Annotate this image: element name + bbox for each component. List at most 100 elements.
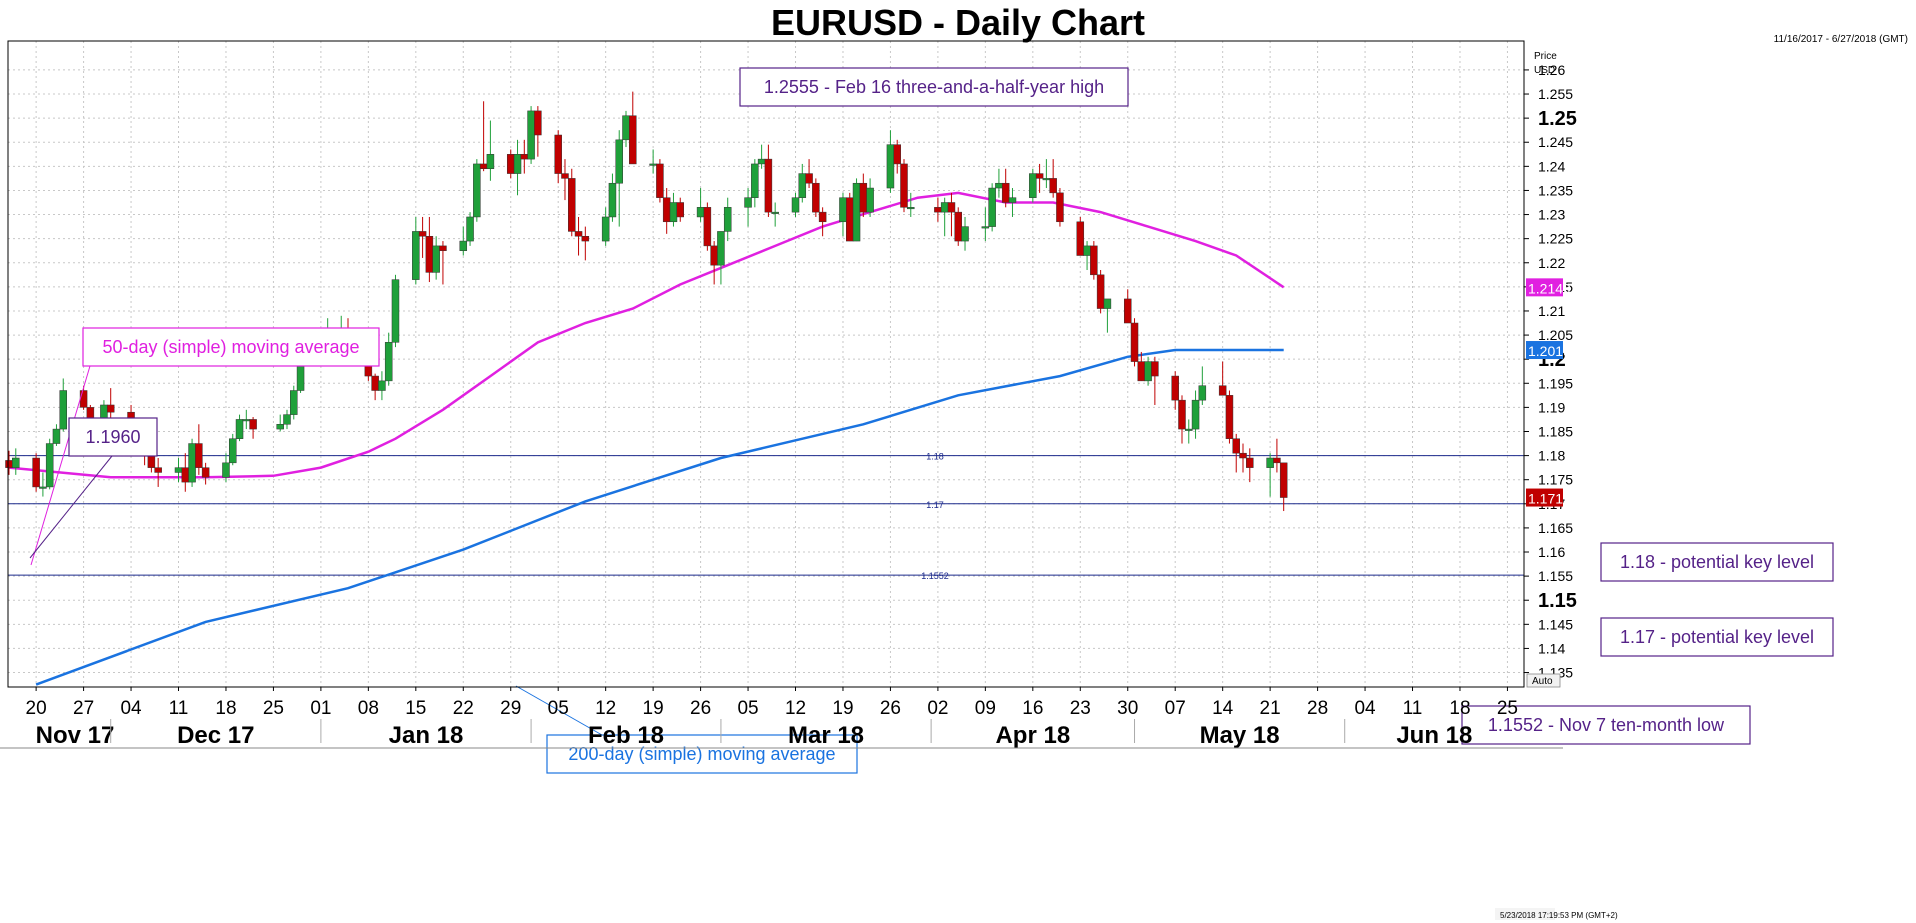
candle	[228, 433, 237, 466]
candle	[1096, 269, 1105, 314]
x-tick-label: 01	[310, 698, 331, 719]
candle-body	[771, 211, 779, 214]
month-label: May 18	[1200, 722, 1280, 749]
ma50-leader	[30, 365, 91, 566]
annotation-box	[68, 417, 158, 457]
annotation-box	[1461, 705, 1751, 745]
ma50-value: 1.2149	[1528, 280, 1571, 296]
candle	[791, 192, 800, 217]
candle	[52, 424, 61, 446]
x-tick-label: 26	[880, 698, 901, 719]
candle	[940, 197, 949, 237]
candle	[1123, 289, 1132, 324]
x-tick-label: 12	[595, 698, 616, 719]
candle	[106, 388, 115, 420]
candle-body	[1191, 399, 1200, 430]
candle	[676, 197, 684, 222]
x-tick-label: 21	[1260, 698, 1281, 719]
candle	[479, 101, 488, 172]
month-label: Jun 18	[1396, 722, 1472, 749]
candle	[744, 188, 752, 227]
candle-body	[1178, 399, 1186, 430]
candle	[1218, 361, 1227, 396]
level-line-label: 1.1552	[921, 571, 949, 581]
x-tick-label: 29	[500, 698, 521, 719]
candle	[1178, 395, 1186, 444]
x-tick-label: 11	[1403, 698, 1423, 719]
candle	[1246, 448, 1254, 483]
current-price-value: 1.1713	[1528, 491, 1571, 507]
candle	[798, 163, 807, 203]
candle	[818, 207, 827, 237]
candle	[1171, 371, 1179, 410]
auto-button	[1526, 673, 1561, 688]
candle-body	[39, 486, 47, 489]
candle	[696, 188, 705, 222]
candle	[771, 202, 779, 227]
candle-body	[1056, 192, 1064, 223]
candle	[276, 414, 284, 432]
annotation-box	[82, 327, 380, 367]
candle-body	[615, 139, 623, 184]
candle-body	[486, 154, 495, 170]
annotation-text: 1.18 - potential key level	[1620, 552, 1814, 572]
candle-body	[1246, 457, 1254, 468]
candle	[473, 159, 481, 222]
candle	[812, 178, 820, 217]
candle-body	[757, 158, 766, 165]
candle	[751, 159, 759, 208]
candle-body	[418, 231, 427, 237]
x-tick-label: 18	[1449, 698, 1470, 719]
candle-body	[988, 187, 996, 227]
candle	[581, 226, 590, 261]
candle-body	[581, 235, 590, 242]
candle	[242, 409, 251, 430]
x-tick-label: 04	[120, 698, 142, 719]
candle	[59, 378, 67, 432]
candle-body	[1001, 182, 1010, 203]
x-tick-label: 04	[1354, 698, 1376, 719]
candle	[554, 130, 562, 184]
y-tick-label: 1.245	[1538, 134, 1573, 150]
candle-body	[520, 154, 529, 160]
candle-body	[818, 211, 827, 223]
annotation-text: 200-day (simple) moving average	[568, 744, 835, 764]
candle	[466, 212, 474, 246]
candle	[561, 159, 569, 201]
candle-body	[1083, 245, 1091, 256]
ma200-line	[35, 348, 1284, 686]
level-line-label: 1.18	[926, 452, 944, 462]
candle-body	[696, 207, 705, 218]
nov-high-leader	[29, 455, 113, 559]
candle	[201, 462, 210, 485]
candle-body	[479, 163, 488, 170]
x-tick-label: 05	[548, 698, 569, 719]
candle	[1103, 298, 1112, 333]
candle-body	[839, 197, 847, 223]
x-tick-label: 05	[737, 698, 758, 719]
candle	[418, 216, 427, 258]
candle-body	[45, 443, 54, 488]
y-tick-label: 1.22	[1538, 255, 1565, 271]
x-tick-label: 28	[1307, 698, 1328, 719]
candle-body	[1151, 361, 1159, 377]
candle	[710, 241, 718, 285]
candle-body	[222, 462, 230, 478]
candle	[1191, 390, 1200, 439]
candle	[649, 149, 657, 174]
chart-frame: Auto 5/23/2018 17:19:53 PM (GMT+2)	[0, 40, 1618, 920]
annotation-box	[1600, 617, 1834, 657]
candle-body	[106, 404, 115, 413]
candle-body	[1232, 438, 1240, 454]
candle-body	[574, 231, 583, 237]
candle-body	[669, 202, 678, 223]
candle	[391, 274, 400, 348]
y-tick-label: 1.21	[1538, 303, 1565, 319]
candle	[723, 197, 732, 242]
annotation-boxes: 1.2555 - Feb 16 three-and-a-half-year hi…	[68, 67, 1834, 774]
candle	[852, 178, 861, 242]
candle	[703, 202, 712, 251]
candle	[384, 332, 393, 386]
candle	[1029, 168, 1037, 203]
